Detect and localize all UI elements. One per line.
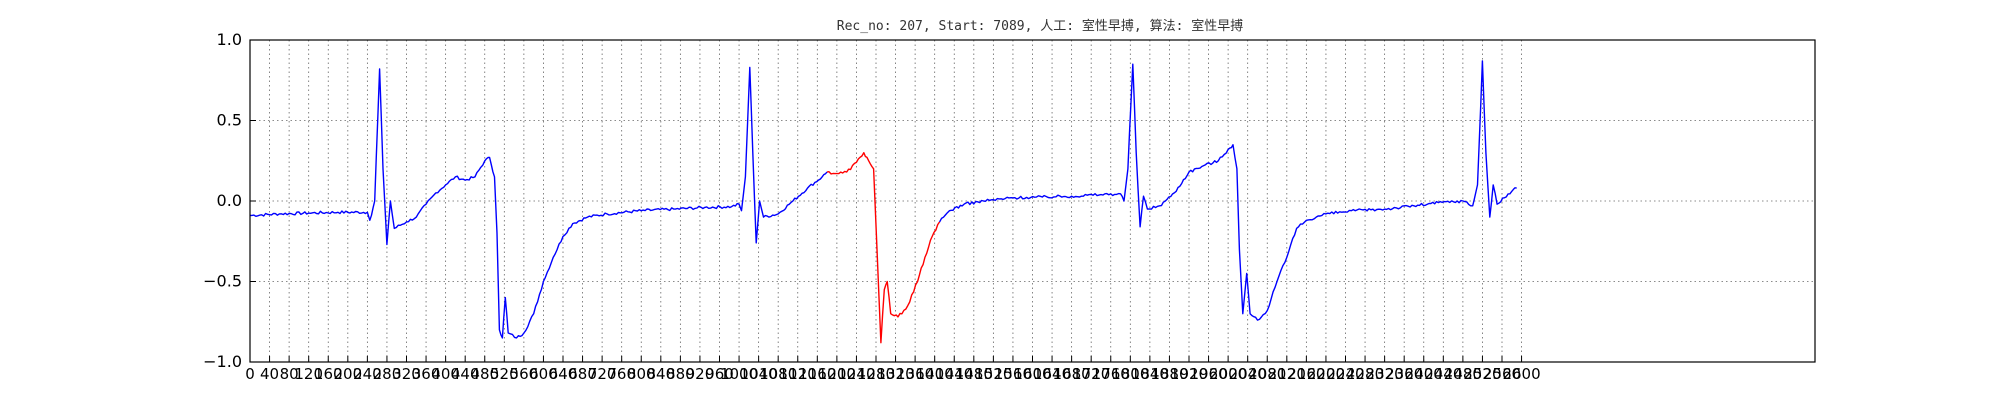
x-tick-label: 40 xyxy=(260,365,279,383)
x-tick-label: 560 xyxy=(510,365,539,383)
x-tick-label: 1840 xyxy=(1131,365,1169,383)
x-tick-label: 1880 xyxy=(1150,365,1188,383)
x-tick-label: 640 xyxy=(549,365,578,383)
y-tick-label: 1.0 xyxy=(217,30,242,49)
x-tick-label: 240 xyxy=(353,365,382,383)
x-tick-label: 1040 xyxy=(740,365,778,383)
x-tick-label: 2560 xyxy=(1483,365,1521,383)
x-tick-label: 880 xyxy=(666,365,695,383)
x-tick-label: 1640 xyxy=(1033,365,1071,383)
x-tick-label: 760 xyxy=(607,365,636,383)
x-tick-label: 200 xyxy=(333,365,362,383)
x-tick-label: 920 xyxy=(686,365,715,383)
grid-lines xyxy=(249,39,1815,363)
x-tick-label: 360 xyxy=(412,365,441,383)
x-tick-label: 2120 xyxy=(1268,365,1306,383)
x-tick-label: 480 xyxy=(470,365,499,383)
x-tick-label: 2440 xyxy=(1424,365,1462,383)
x-tick-label: 1680 xyxy=(1053,365,1091,383)
x-axis: 0 40 8012016020024028032036040044048052056… xyxy=(245,356,1541,383)
x-tick-label: 2320 xyxy=(1366,365,1404,383)
x-tick-label: 2520 xyxy=(1463,365,1501,383)
x-tick-label: 1520 xyxy=(974,365,1012,383)
x-tick-label: 1440 xyxy=(935,365,973,383)
x-tick-label: 320 xyxy=(392,365,421,383)
x-tick-label: 280 xyxy=(373,365,402,383)
x-tick-label: 600 xyxy=(529,365,558,383)
x-tick-label: 1240 xyxy=(837,365,875,383)
y-tick-label: −0.5 xyxy=(203,272,242,291)
x-tick-label: 1960 xyxy=(1189,365,1227,383)
x-tick-label: 1560 xyxy=(994,365,1032,383)
x-tick-label: 2360 xyxy=(1385,365,1423,383)
x-tick-label: 1080 xyxy=(759,365,797,383)
x-tick-label: 2240 xyxy=(1326,365,1364,383)
x-tick-label: 1400 xyxy=(916,365,954,383)
x-tick-label: 960 xyxy=(705,365,734,383)
x-tick-label: 120 xyxy=(294,365,323,383)
x-tick-label: 1480 xyxy=(955,365,993,383)
ecg-series-line xyxy=(249,66,828,339)
x-tick-label: 1360 xyxy=(896,365,934,383)
x-tick-label: 2200 xyxy=(1307,365,1345,383)
x-tick-label: 1120 xyxy=(779,365,817,383)
y-tick-label: −1.0 xyxy=(203,352,242,371)
x-tick-label: 2280 xyxy=(1346,365,1384,383)
x-tick-label: 2600 xyxy=(1502,365,1540,383)
x-tick-label: 1920 xyxy=(1170,365,1208,383)
y-axis: 1.0 0.5 0.0 −0.5 −1.0 xyxy=(203,30,256,371)
x-tick-label: 520 xyxy=(490,365,519,383)
plot-frame xyxy=(249,39,1816,363)
x-tick-label: 1280 xyxy=(857,365,895,383)
x-tick-label: 80 xyxy=(280,365,299,383)
x-tick-label: 2040 xyxy=(1229,365,1267,383)
x-tick-label: 2000 xyxy=(1209,365,1247,383)
x-tick-label: 800 xyxy=(627,365,656,383)
x-tick-label: 1160 xyxy=(798,365,836,383)
x-tick-label: 1600 xyxy=(1013,365,1051,383)
x-tick-label: 680 xyxy=(568,365,597,383)
x-tick-label: 1000 xyxy=(720,365,758,383)
y-tick-label: 0.5 xyxy=(217,111,242,130)
ecg-series-line xyxy=(826,151,941,344)
x-tick-label: 720 xyxy=(588,365,617,383)
x-tick-label: 2160 xyxy=(1287,365,1325,383)
x-tick-label: 400 xyxy=(431,365,460,383)
series-lines xyxy=(249,60,1517,344)
x-tick-label: 1200 xyxy=(818,365,856,383)
x-tick-label: 1800 xyxy=(1111,365,1149,383)
x-tick-label: 1320 xyxy=(876,365,914,383)
x-tick-label: 0 xyxy=(245,365,255,383)
x-tick-label: 840 xyxy=(646,365,675,383)
x-tick-label: 1720 xyxy=(1072,365,1110,383)
x-tick-label: 2080 xyxy=(1248,365,1286,383)
x-tick-label: 2480 xyxy=(1444,365,1482,383)
x-tick-label: 440 xyxy=(451,365,480,383)
y-tick-label: 0.0 xyxy=(217,191,242,210)
chart-title: Rec_no: 207, Start: 7089, 人工: 室性早搏, 算法: … xyxy=(837,18,1243,34)
x-tick-label: 1760 xyxy=(1092,365,1130,383)
x-tick-label: 160 xyxy=(314,365,343,383)
ecg-series-line xyxy=(938,60,1517,321)
x-tick-label: 2400 xyxy=(1405,365,1443,383)
